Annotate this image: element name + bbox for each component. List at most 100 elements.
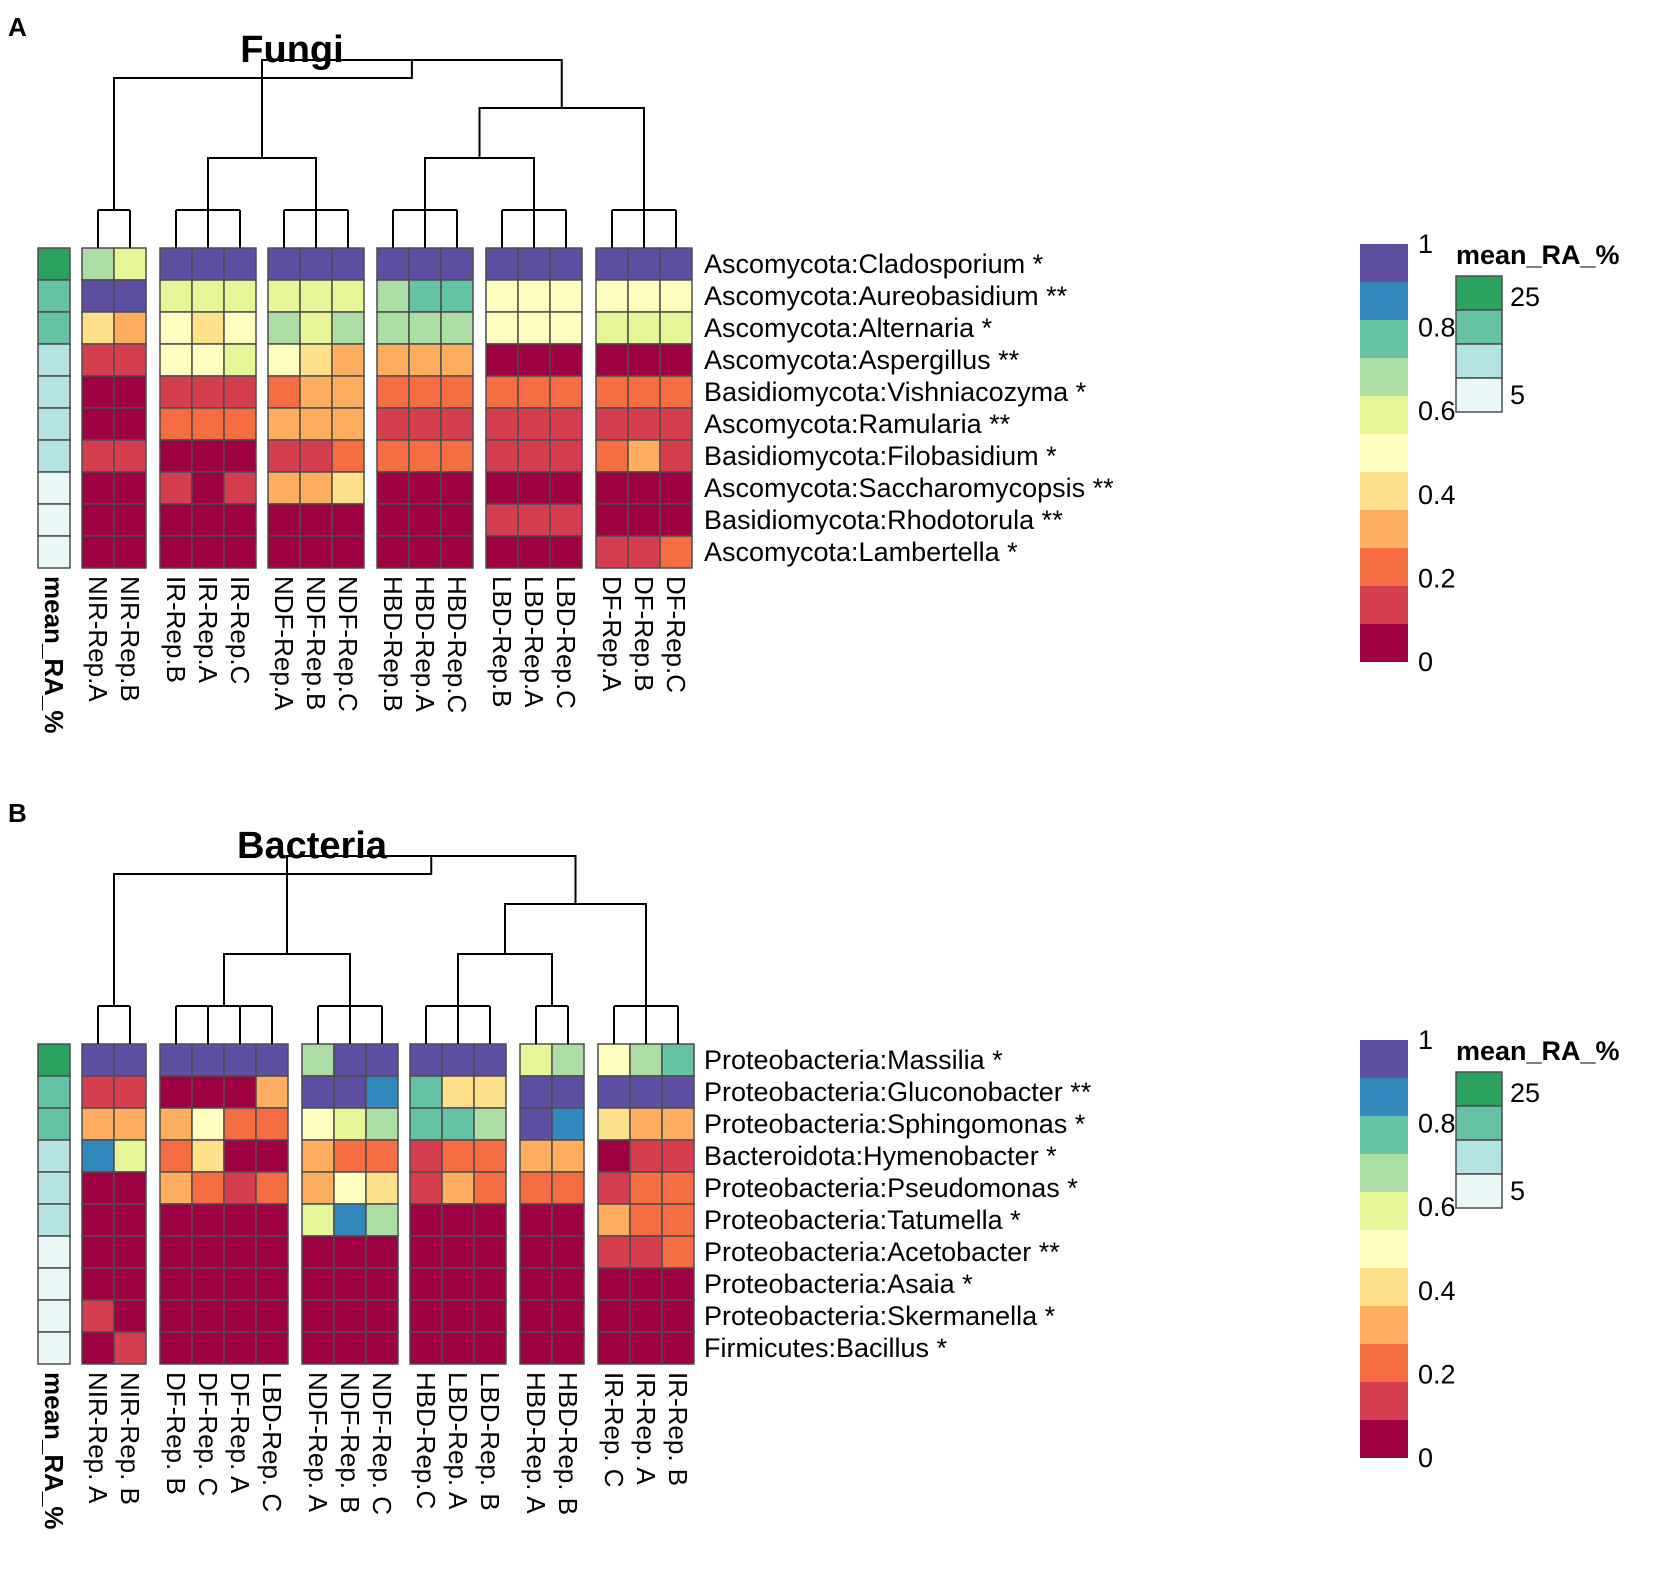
pb-heat-cell: [301, 1043, 335, 1077]
pa-heat-cell: [595, 471, 629, 505]
pa-heat-cell: [549, 503, 583, 537]
pa-heat-cell: [331, 503, 365, 537]
pa-heat-cell: [627, 503, 661, 537]
pa-heat-cell: [267, 375, 301, 409]
pb-row-label: Proteobacteria:Massilia *: [704, 1045, 1003, 1075]
pa-col-label: HBD-Rep.C: [442, 576, 472, 713]
pa-heat-cell: [159, 471, 193, 505]
pb-heat-cell: [661, 1043, 695, 1077]
pa-legend-swatch: [1360, 548, 1408, 586]
pb-heat-cell: [159, 1075, 193, 1109]
pb-heat-cell: [113, 1331, 147, 1365]
pa-heat-cell: [440, 503, 474, 537]
pa-heat-cell: [549, 247, 583, 281]
pa-heat-cell: [299, 535, 333, 569]
pa-row-label: Ascomycota:Ramularia **: [704, 409, 1011, 439]
pb-dendrogram: [97, 855, 679, 1044]
pb-legend-swatch: [1360, 1230, 1408, 1268]
pb-heat-cell: [255, 1139, 289, 1173]
pa-heat-cell: [159, 375, 193, 409]
pb-heat-cell: [551, 1075, 585, 1109]
pb-heat-cell: [191, 1299, 225, 1333]
pb-col-label: HBD-Rep.C: [411, 1372, 441, 1509]
pb-heat-cell: [301, 1235, 335, 1269]
pa-col-label: HBD-Rep.B: [378, 576, 408, 712]
pb-heat-cell: [191, 1043, 225, 1077]
pa-heat-cell: [517, 343, 551, 377]
pa-heat-cell: [159, 279, 193, 313]
pa-heat-cell: [595, 247, 629, 281]
pb-heat-cell: [191, 1139, 225, 1173]
pa-row-label: Basidiomycota:Rhodotorula **: [704, 505, 1063, 535]
pb-legend-swatch: [1360, 1420, 1408, 1458]
pb-heat-cell: [519, 1235, 553, 1269]
pb-mean-cell: [37, 1075, 71, 1109]
pa-col-label: NDF-Rep.A: [269, 576, 299, 711]
pa-row-label: Ascomycota:Cladosporium *: [704, 249, 1044, 279]
pa-heat-cell: [549, 535, 583, 569]
pb-row-label: Proteobacteria:Asaia *: [704, 1269, 973, 1299]
pb-mean-legend-title: mean_RA_%: [1456, 1036, 1620, 1066]
pb-row-label: Bacteroidota:Hymenobacter *: [704, 1141, 1057, 1171]
pb-mean-cell: [37, 1299, 71, 1333]
pb-heat-cell: [597, 1299, 631, 1333]
pb-heat-cell: [409, 1235, 443, 1269]
pb-heat-cell: [519, 1107, 553, 1141]
pa-heat-cell: [191, 503, 225, 537]
pb-heat-cell: [113, 1107, 147, 1141]
pb-heat-cell: [597, 1331, 631, 1365]
pa-heat-cell: [485, 247, 519, 281]
pa-heat-cell: [517, 311, 551, 345]
pa-heat-cell: [408, 311, 442, 345]
pb-heat-cell: [223, 1139, 257, 1173]
pb-heat-cell: [519, 1299, 553, 1333]
pa-heat-cell: [549, 407, 583, 441]
pb-heat-cell: [629, 1171, 663, 1205]
pb-row-label: Proteobacteria:Pseudomonas *: [704, 1173, 1078, 1203]
pb-heat-cell: [551, 1171, 585, 1205]
pa-heat-cell: [113, 535, 147, 569]
pa-legend-swatch: [1360, 358, 1408, 396]
pb-heat-cell: [365, 1043, 399, 1077]
pa-mean-legend-swatch: [1455, 343, 1503, 379]
pb-heat-cell: [441, 1299, 475, 1333]
pa-legend-swatch: [1360, 586, 1408, 624]
pb-heat-cell: [661, 1171, 695, 1205]
pa-heat-cell: [595, 407, 629, 441]
pb-heat-cell: [159, 1171, 193, 1205]
pa-heat-cell: [159, 503, 193, 537]
pb-heat-cell: [473, 1235, 507, 1269]
pa-col-label: NDF-Rep.B: [301, 576, 331, 710]
pb-heat-cell: [159, 1267, 193, 1301]
pa-heat-cell: [485, 407, 519, 441]
pb-heat-cell: [223, 1107, 257, 1141]
pb-col-label: DF-Rep. B: [161, 1372, 191, 1495]
pb-heat-cell: [473, 1171, 507, 1205]
pa-heat-cell: [595, 279, 629, 313]
pa-heat-cell: [191, 279, 225, 313]
pa-legend-swatch: [1360, 244, 1408, 282]
pb-heat-cell: [441, 1107, 475, 1141]
pb-heat-cell: [409, 1171, 443, 1205]
pb-legend-swatch: [1360, 1306, 1408, 1344]
pa-heat-cell: [659, 343, 693, 377]
pb-heat-cell: [159, 1043, 193, 1077]
pb-heat-cell: [81, 1299, 115, 1333]
pa-col-label: NIR-Rep.A: [83, 576, 113, 702]
pa-heat-cell: [517, 503, 551, 537]
pb-heat-cell: [473, 1139, 507, 1173]
pb-heat-cell: [223, 1331, 257, 1365]
pb-row-label: Proteobacteria:Gluconobacter **: [704, 1077, 1092, 1107]
pb-legend-swatch: [1360, 1382, 1408, 1420]
pa-heat-cell: [81, 311, 115, 345]
pa-heat-cell: [408, 407, 442, 441]
pb-heat-cell: [113, 1171, 147, 1205]
pa-col-label: DF-Rep.B: [629, 576, 659, 692]
pa-heat-cell: [440, 311, 474, 345]
pb-heat-cell: [551, 1139, 585, 1173]
pa-heat-cell: [408, 535, 442, 569]
pb-heat-cell: [365, 1107, 399, 1141]
pa-heat-cell: [627, 375, 661, 409]
